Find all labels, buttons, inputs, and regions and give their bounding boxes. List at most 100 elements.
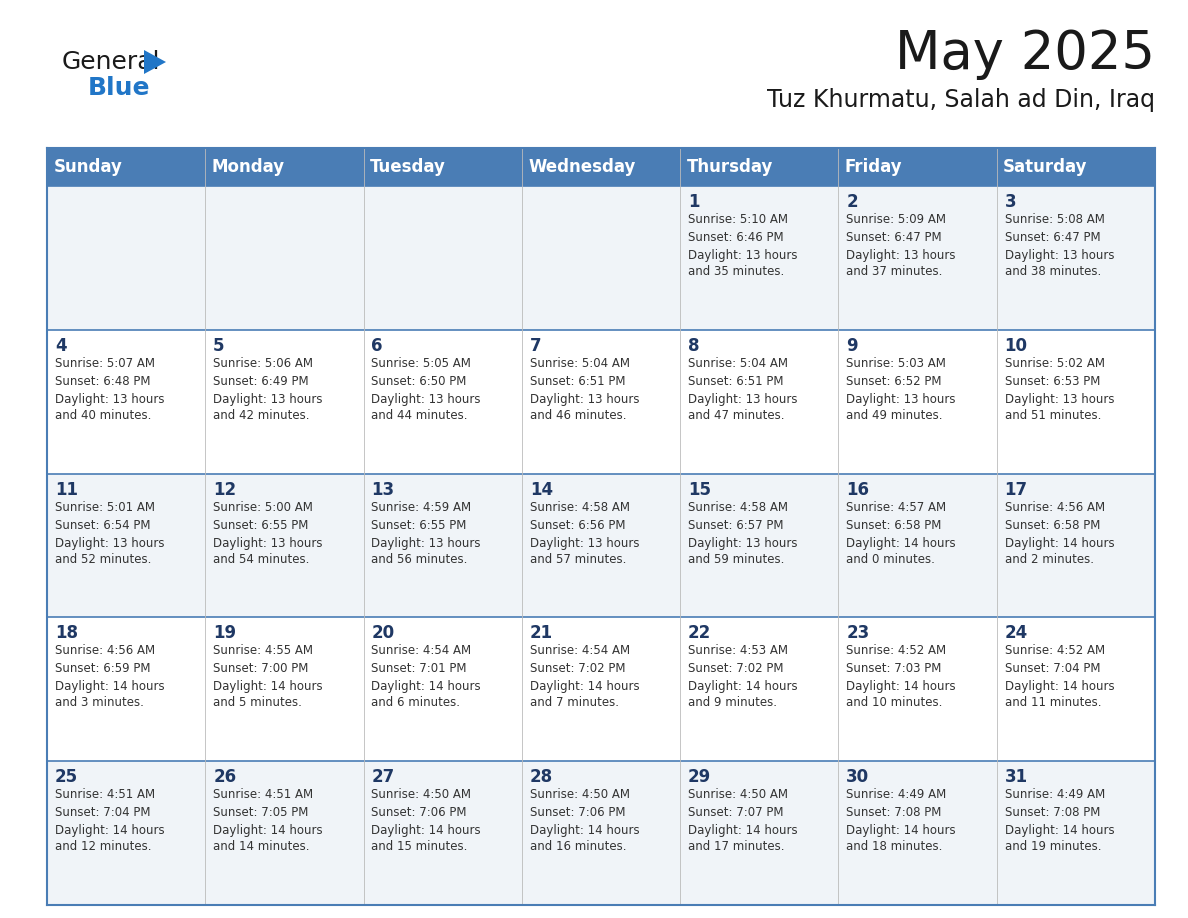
- Text: Sunset: 7:08 PM: Sunset: 7:08 PM: [846, 806, 942, 819]
- Text: 12: 12: [213, 481, 236, 498]
- Text: Sunset: 6:55 PM: Sunset: 6:55 PM: [213, 519, 309, 532]
- Text: 8: 8: [688, 337, 700, 354]
- Text: Sunset: 6:47 PM: Sunset: 6:47 PM: [846, 231, 942, 244]
- Text: and 40 minutes.: and 40 minutes.: [55, 409, 151, 421]
- Text: and 6 minutes.: and 6 minutes.: [372, 697, 461, 710]
- Text: Sunset: 6:58 PM: Sunset: 6:58 PM: [1005, 519, 1100, 532]
- Text: Sunrise: 5:09 AM: Sunrise: 5:09 AM: [846, 213, 947, 226]
- Text: 6: 6: [372, 337, 383, 354]
- Bar: [48, 330, 1155, 474]
- Text: Daylight: 14 hours: Daylight: 14 hours: [688, 824, 797, 837]
- Text: Daylight: 14 hours: Daylight: 14 hours: [1005, 537, 1114, 550]
- Text: Daylight: 14 hours: Daylight: 14 hours: [1005, 824, 1114, 837]
- Text: Sunset: 6:51 PM: Sunset: 6:51 PM: [688, 375, 784, 387]
- Text: Sunset: 7:08 PM: Sunset: 7:08 PM: [1005, 806, 1100, 819]
- Text: Sunset: 6:50 PM: Sunset: 6:50 PM: [372, 375, 467, 387]
- Text: Daylight: 14 hours: Daylight: 14 hours: [55, 824, 165, 837]
- Text: Sunset: 7:04 PM: Sunset: 7:04 PM: [1005, 663, 1100, 676]
- Text: Daylight: 14 hours: Daylight: 14 hours: [530, 680, 639, 693]
- Text: Sunset: 7:05 PM: Sunset: 7:05 PM: [213, 806, 309, 819]
- Bar: [48, 761, 1155, 905]
- Text: Daylight: 13 hours: Daylight: 13 hours: [1005, 393, 1114, 406]
- Text: Sunset: 6:47 PM: Sunset: 6:47 PM: [1005, 231, 1100, 244]
- Text: and 54 minutes.: and 54 minutes.: [213, 553, 310, 565]
- Text: 7: 7: [530, 337, 542, 354]
- Text: 9: 9: [846, 337, 858, 354]
- Text: Sunrise: 5:04 AM: Sunrise: 5:04 AM: [688, 357, 788, 370]
- Text: 31: 31: [1005, 768, 1028, 786]
- Text: Sunset: 7:06 PM: Sunset: 7:06 PM: [372, 806, 467, 819]
- Text: Sunrise: 5:02 AM: Sunrise: 5:02 AM: [1005, 357, 1105, 370]
- Text: Sunrise: 5:06 AM: Sunrise: 5:06 AM: [213, 357, 314, 370]
- Text: Sunset: 6:54 PM: Sunset: 6:54 PM: [55, 519, 151, 532]
- Text: Daylight: 14 hours: Daylight: 14 hours: [55, 680, 165, 693]
- Text: and 18 minutes.: and 18 minutes.: [846, 840, 943, 853]
- Text: Daylight: 13 hours: Daylight: 13 hours: [688, 537, 797, 550]
- Text: and 16 minutes.: and 16 minutes.: [530, 840, 626, 853]
- Text: 29: 29: [688, 768, 712, 786]
- Text: Daylight: 14 hours: Daylight: 14 hours: [372, 680, 481, 693]
- Text: 18: 18: [55, 624, 78, 643]
- Text: Sunrise: 5:00 AM: Sunrise: 5:00 AM: [213, 500, 314, 513]
- Text: and 35 minutes.: and 35 minutes.: [688, 265, 784, 278]
- Text: Daylight: 13 hours: Daylight: 13 hours: [55, 393, 164, 406]
- Text: Sunset: 6:55 PM: Sunset: 6:55 PM: [372, 519, 467, 532]
- Text: Daylight: 13 hours: Daylight: 13 hours: [530, 393, 639, 406]
- Text: Daylight: 13 hours: Daylight: 13 hours: [1005, 249, 1114, 262]
- Text: and 5 minutes.: and 5 minutes.: [213, 697, 302, 710]
- Text: and 59 minutes.: and 59 minutes.: [688, 553, 784, 565]
- Text: 26: 26: [213, 768, 236, 786]
- Text: Daylight: 14 hours: Daylight: 14 hours: [530, 824, 639, 837]
- Text: Sunrise: 4:50 AM: Sunrise: 4:50 AM: [688, 789, 788, 801]
- Text: Daylight: 13 hours: Daylight: 13 hours: [846, 393, 956, 406]
- Text: Sunrise: 4:57 AM: Sunrise: 4:57 AM: [846, 500, 947, 513]
- Text: Sunrise: 4:58 AM: Sunrise: 4:58 AM: [530, 500, 630, 513]
- Text: and 46 minutes.: and 46 minutes.: [530, 409, 626, 421]
- Text: Sunset: 7:01 PM: Sunset: 7:01 PM: [372, 663, 467, 676]
- Text: 10: 10: [1005, 337, 1028, 354]
- Text: and 11 minutes.: and 11 minutes.: [1005, 697, 1101, 710]
- Text: and 37 minutes.: and 37 minutes.: [846, 265, 943, 278]
- Text: Daylight: 13 hours: Daylight: 13 hours: [688, 249, 797, 262]
- Text: Sunrise: 4:52 AM: Sunrise: 4:52 AM: [1005, 644, 1105, 657]
- Text: Monday: Monday: [211, 158, 285, 176]
- Text: 1: 1: [688, 193, 700, 211]
- Text: and 10 minutes.: and 10 minutes.: [846, 697, 943, 710]
- Text: and 47 minutes.: and 47 minutes.: [688, 409, 784, 421]
- Text: 15: 15: [688, 481, 712, 498]
- Text: Daylight: 13 hours: Daylight: 13 hours: [688, 393, 797, 406]
- Text: 11: 11: [55, 481, 78, 498]
- Text: 21: 21: [530, 624, 552, 643]
- Text: and 3 minutes.: and 3 minutes.: [55, 697, 144, 710]
- Bar: [48, 474, 1155, 618]
- Text: 27: 27: [372, 768, 394, 786]
- Text: Sunrise: 5:05 AM: Sunrise: 5:05 AM: [372, 357, 472, 370]
- Text: and 49 minutes.: and 49 minutes.: [846, 409, 943, 421]
- Text: 23: 23: [846, 624, 870, 643]
- Text: 4: 4: [55, 337, 67, 354]
- Text: and 19 minutes.: and 19 minutes.: [1005, 840, 1101, 853]
- Text: 2: 2: [846, 193, 858, 211]
- Text: Saturday: Saturday: [1003, 158, 1087, 176]
- Text: Sunset: 7:02 PM: Sunset: 7:02 PM: [688, 663, 784, 676]
- Text: Sunset: 7:03 PM: Sunset: 7:03 PM: [846, 663, 942, 676]
- Text: 28: 28: [530, 768, 552, 786]
- Text: Wednesday: Wednesday: [529, 158, 636, 176]
- Text: and 57 minutes.: and 57 minutes.: [530, 553, 626, 565]
- Text: Tuz Khurmatu, Salah ad Din, Iraq: Tuz Khurmatu, Salah ad Din, Iraq: [767, 88, 1155, 112]
- Text: and 12 minutes.: and 12 minutes.: [55, 840, 151, 853]
- Text: Sunday: Sunday: [53, 158, 122, 176]
- Text: 30: 30: [846, 768, 870, 786]
- Text: Tuesday: Tuesday: [369, 158, 446, 176]
- Text: and 17 minutes.: and 17 minutes.: [688, 840, 784, 853]
- Text: Sunrise: 4:53 AM: Sunrise: 4:53 AM: [688, 644, 788, 657]
- Text: and 7 minutes.: and 7 minutes.: [530, 697, 619, 710]
- Text: 5: 5: [213, 337, 225, 354]
- Text: Sunrise: 4:54 AM: Sunrise: 4:54 AM: [530, 644, 630, 657]
- Text: 17: 17: [1005, 481, 1028, 498]
- Text: May 2025: May 2025: [895, 28, 1155, 80]
- Text: Sunset: 7:06 PM: Sunset: 7:06 PM: [530, 806, 625, 819]
- Text: Sunset: 6:56 PM: Sunset: 6:56 PM: [530, 519, 625, 532]
- Text: Daylight: 14 hours: Daylight: 14 hours: [846, 680, 956, 693]
- Bar: [48, 618, 1155, 761]
